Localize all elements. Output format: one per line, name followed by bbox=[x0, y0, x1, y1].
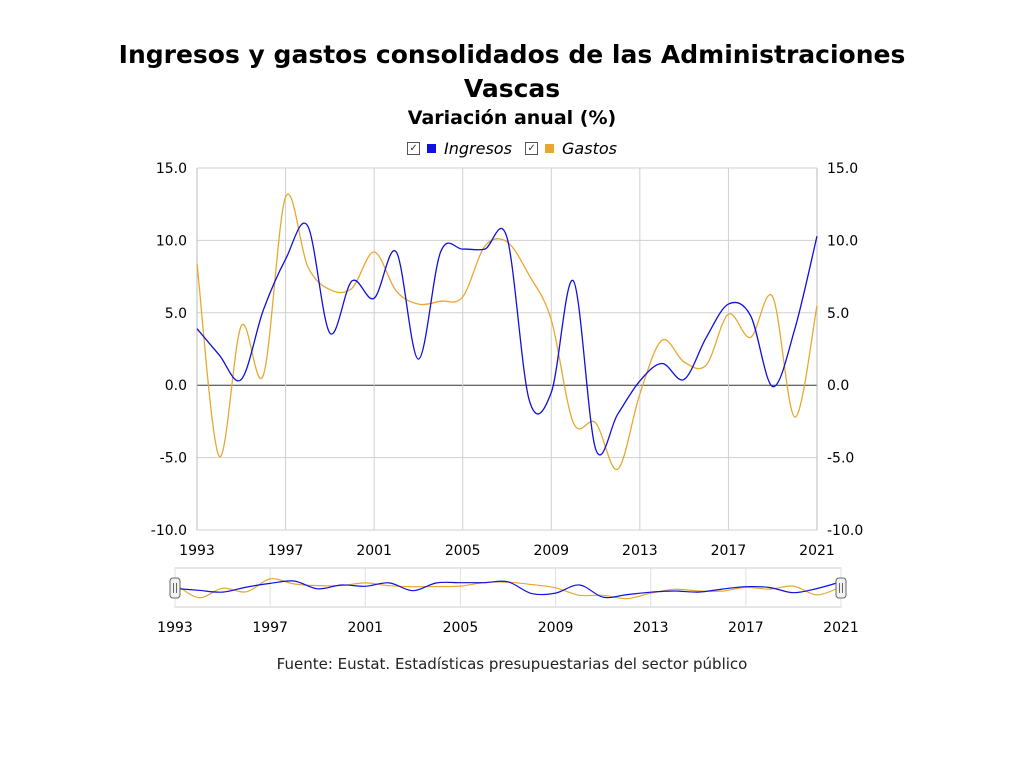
y-tick-label-right: 5.0 bbox=[827, 306, 849, 322]
y-tick-label-left: 0.0 bbox=[165, 378, 187, 394]
y-tick-label-right: -10.0 bbox=[827, 523, 863, 539]
y-tick-label-left: 10.0 bbox=[156, 233, 187, 249]
navigator-handle-right[interactable] bbox=[835, 577, 847, 599]
series-line-gastos bbox=[196, 193, 818, 470]
x-tick-label: 2013 bbox=[622, 543, 658, 559]
legend-swatch-ingresos bbox=[427, 144, 437, 153]
series-line-ingresos bbox=[196, 222, 818, 456]
legend-swatch-gastos bbox=[545, 144, 555, 153]
navigator-tick-label: 2017 bbox=[728, 620, 764, 636]
chart-subtitle: Variación anual (%) bbox=[407, 107, 617, 129]
y-tick-label-right: 15.0 bbox=[827, 161, 858, 177]
navigator-tick-label: 2013 bbox=[633, 620, 669, 636]
y-tick-label-right: 0.0 bbox=[827, 378, 849, 394]
navigator-handle-left[interactable] bbox=[169, 577, 181, 599]
legend-item-gastos[interactable]: ✓ Gastos bbox=[525, 139, 617, 158]
navigator-frame bbox=[174, 567, 842, 608]
x-tick-label: 2001 bbox=[356, 543, 392, 559]
navigator-line-ingresos bbox=[174, 580, 842, 599]
y-tick-label-right: 10.0 bbox=[827, 233, 858, 249]
x-tick-label: 2009 bbox=[533, 543, 569, 559]
x-tick-label: 2017 bbox=[711, 543, 747, 559]
checkbox-icon[interactable]: ✓ bbox=[407, 142, 421, 155]
navigator[interactable] bbox=[169, 567, 847, 608]
y-tick-label-left: -5.0 bbox=[160, 451, 187, 467]
handle-grip-icon bbox=[835, 577, 847, 599]
x-tick-label: 1997 bbox=[268, 543, 304, 559]
legend-item-ingresos[interactable]: ✓ Ingresos bbox=[407, 139, 512, 158]
x-tick-label: 1993 bbox=[179, 543, 215, 559]
navigator-tick-label: 1993 bbox=[157, 620, 193, 636]
y-tick-label-left: 5.0 bbox=[165, 306, 187, 322]
legend-label-gastos: Gastos bbox=[562, 139, 617, 158]
y-tick-label-right: -5.0 bbox=[827, 451, 854, 467]
y-tick-label-left: 15.0 bbox=[156, 161, 187, 177]
navigator-tick-label: 2005 bbox=[443, 620, 479, 636]
grid bbox=[196, 167, 818, 531]
x-tick-label: 2021 bbox=[799, 543, 835, 559]
y-tick-label-left: -10.0 bbox=[151, 523, 187, 539]
checkbox-icon[interactable]: ✓ bbox=[525, 142, 539, 155]
navigator-tick-label: 2009 bbox=[538, 620, 574, 636]
handle-grip-icon bbox=[169, 577, 181, 599]
navigator-tick-label: 2001 bbox=[347, 620, 383, 636]
chart-title: Ingresos y gastos consolidados de las Ad… bbox=[118, 40, 906, 103]
x-tick-label: 2005 bbox=[445, 543, 481, 559]
navigator-tick-label: 2021 bbox=[823, 620, 859, 636]
navigator-tick-label: 1997 bbox=[252, 620, 288, 636]
legend: ✓ Ingresos ✓ Gastos bbox=[0, 136, 1024, 158]
legend-label-ingresos: Ingresos bbox=[444, 139, 512, 158]
source-note: Fuente: Eustat. Estadísticas presupuesta… bbox=[276, 655, 748, 673]
